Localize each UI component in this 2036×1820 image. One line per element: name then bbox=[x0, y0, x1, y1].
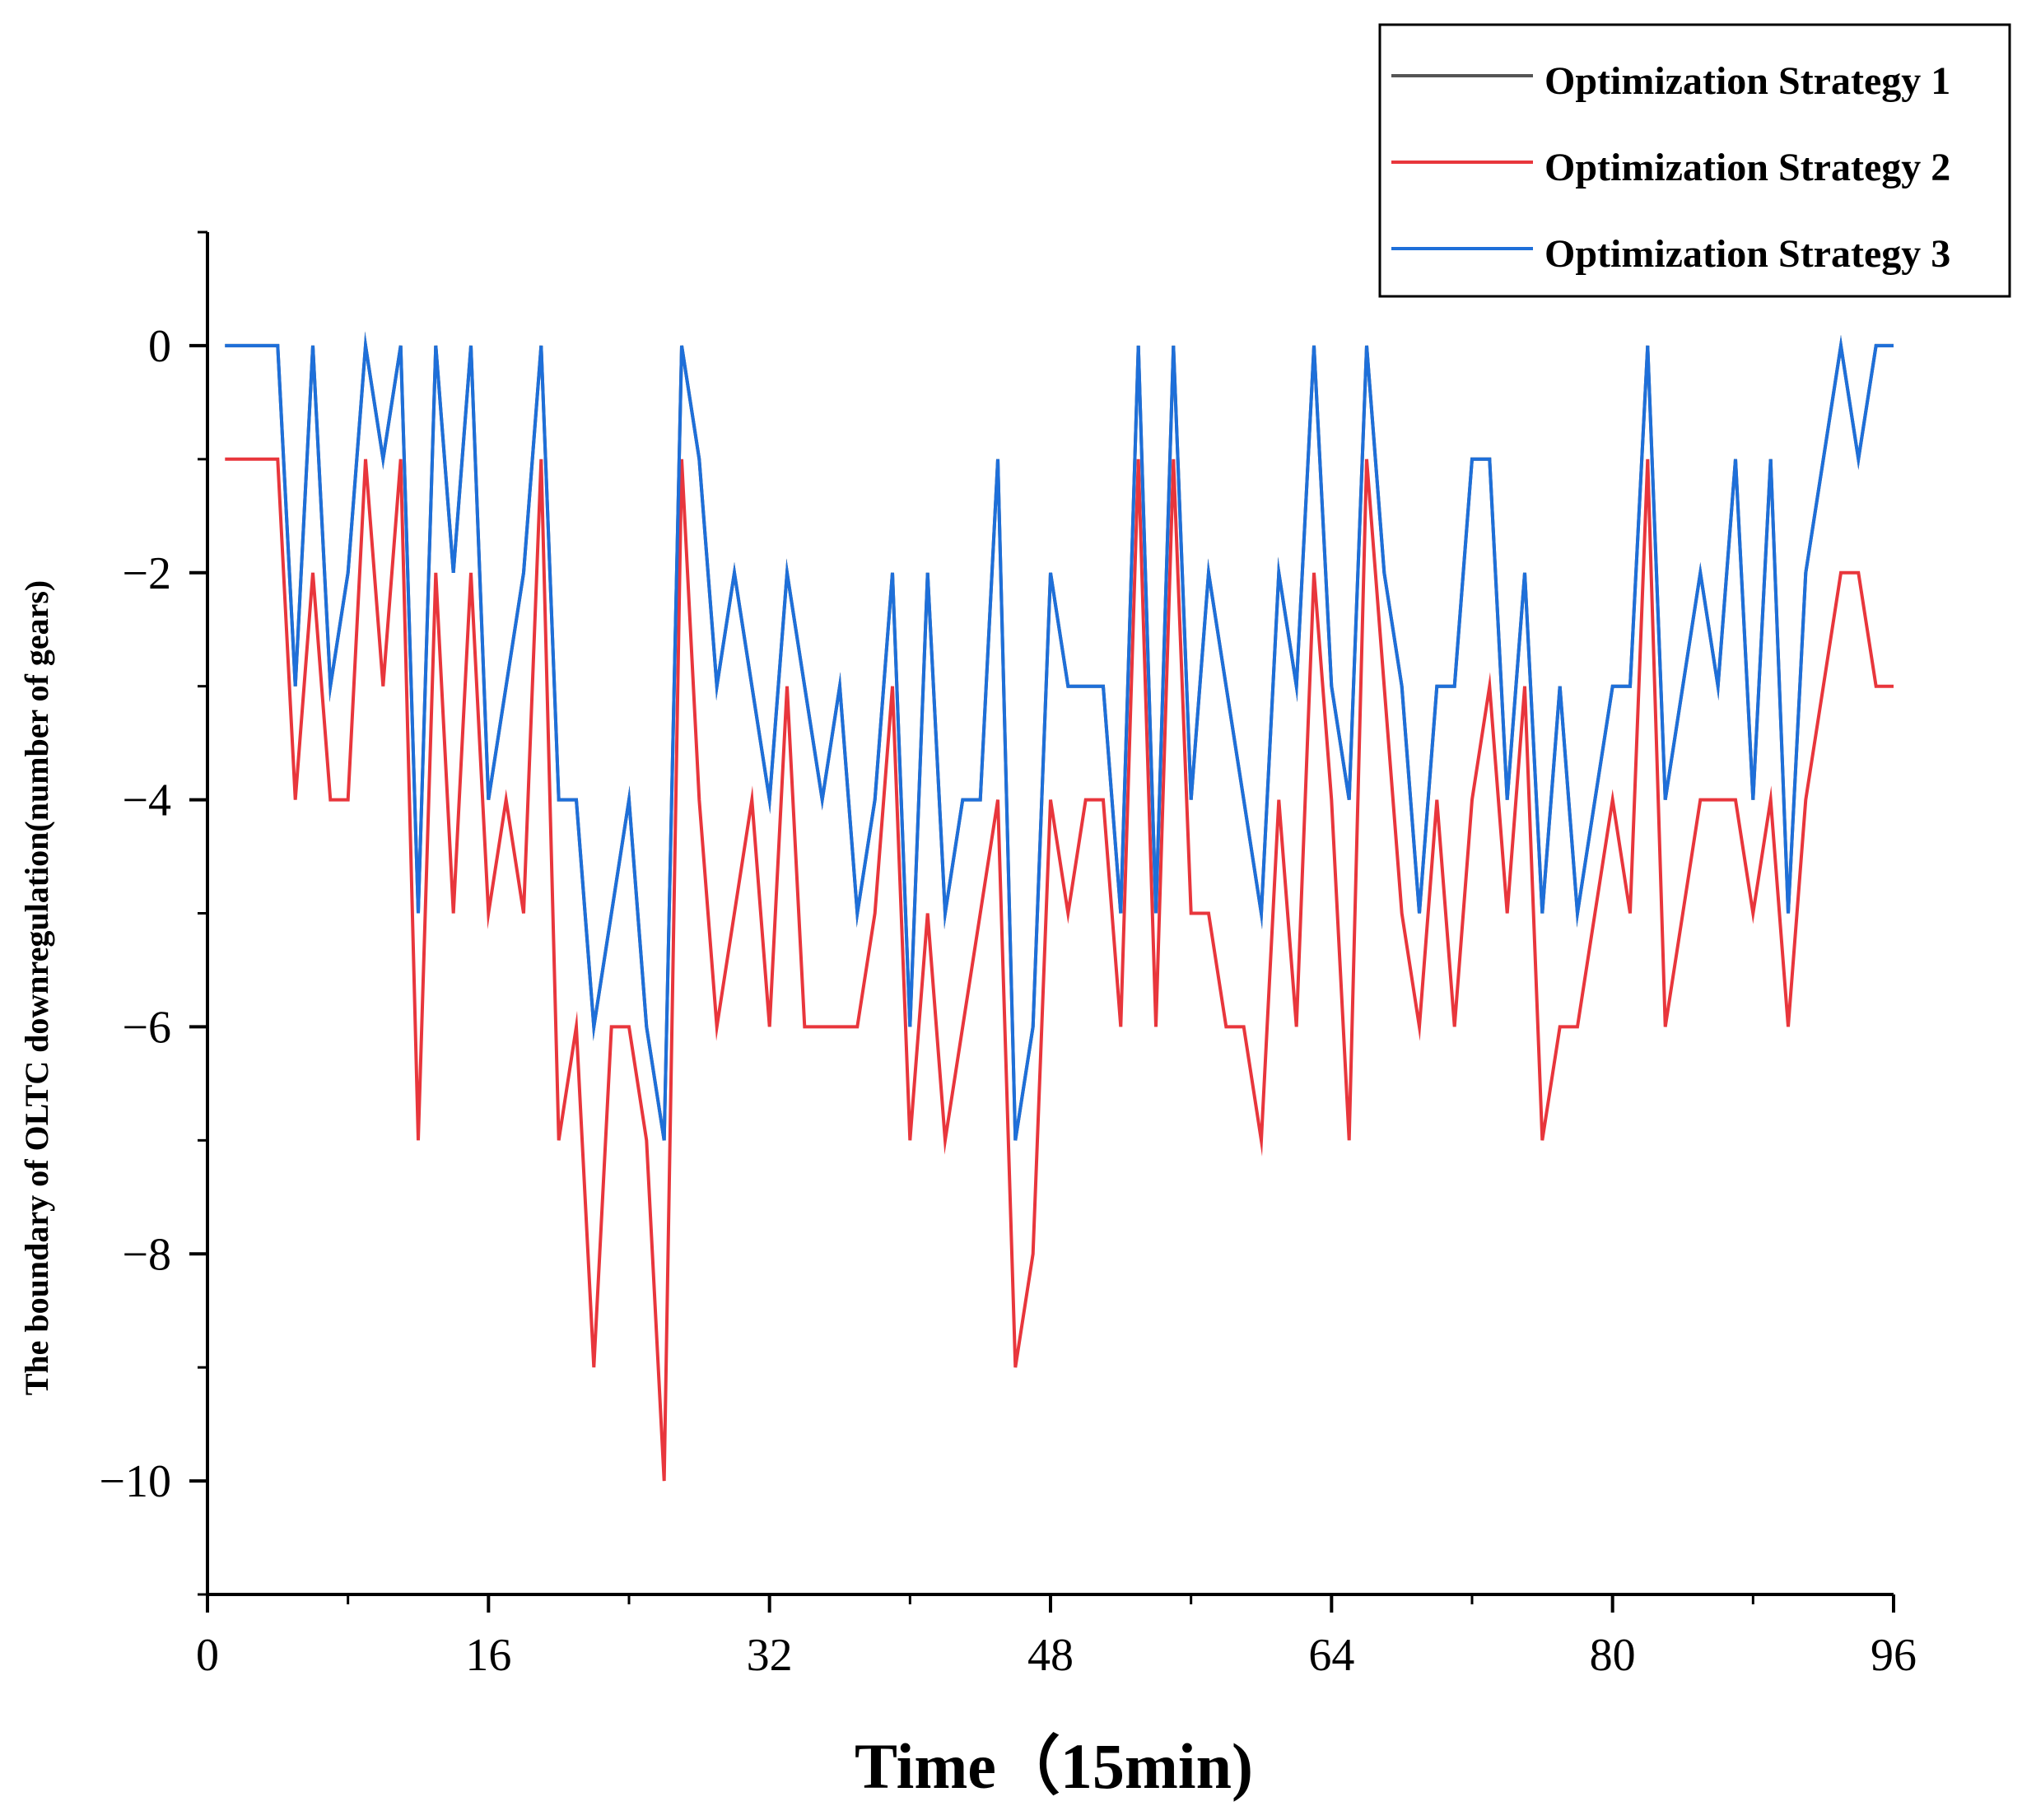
axes bbox=[206, 232, 1894, 1596]
y-tick-label: 0 bbox=[148, 321, 171, 372]
y-axis-ticks: 0 −2 −4 −6 −8 −10 bbox=[99, 230, 207, 1596]
legend-label-strategy-2: Optimization Strategy 2 bbox=[1544, 146, 1950, 189]
x-tick-label: 32 bbox=[747, 1630, 793, 1681]
series-line-strategy-2 bbox=[225, 457, 1894, 1482]
x-tick-label: 64 bbox=[1308, 1630, 1354, 1681]
legend-label-strategy-1: Optimization Strategy 1 bbox=[1544, 59, 1950, 103]
x-tick-label: 80 bbox=[1590, 1630, 1636, 1681]
y-tick-label: −10 bbox=[99, 1456, 171, 1507]
y-tick-label: −6 bbox=[122, 1002, 171, 1053]
y-tick-label: −4 bbox=[122, 775, 171, 826]
y-axis-title: The boundary of OLTC downregulation(numb… bbox=[18, 580, 55, 1396]
x-tick-label: 16 bbox=[465, 1630, 511, 1681]
y-tick-label: −8 bbox=[122, 1229, 171, 1280]
x-tick-label: 48 bbox=[1027, 1630, 1074, 1681]
x-axis-ticks: 0 16 32 48 64 80 96 bbox=[196, 1594, 1917, 1681]
series-line-strategy-3 bbox=[225, 331, 1894, 1141]
legend: Optimization Strategy 1 Optimization Stra… bbox=[1378, 23, 2011, 298]
y-tick-label: −2 bbox=[122, 548, 171, 599]
series-layer bbox=[225, 331, 1894, 1482]
x-tick-label: 0 bbox=[196, 1630, 219, 1681]
legend-label-strategy-3: Optimization Strategy 3 bbox=[1544, 232, 1950, 276]
x-tick-label: 96 bbox=[1871, 1630, 1917, 1681]
x-axis-title: Time（15min) bbox=[855, 1730, 1253, 1802]
